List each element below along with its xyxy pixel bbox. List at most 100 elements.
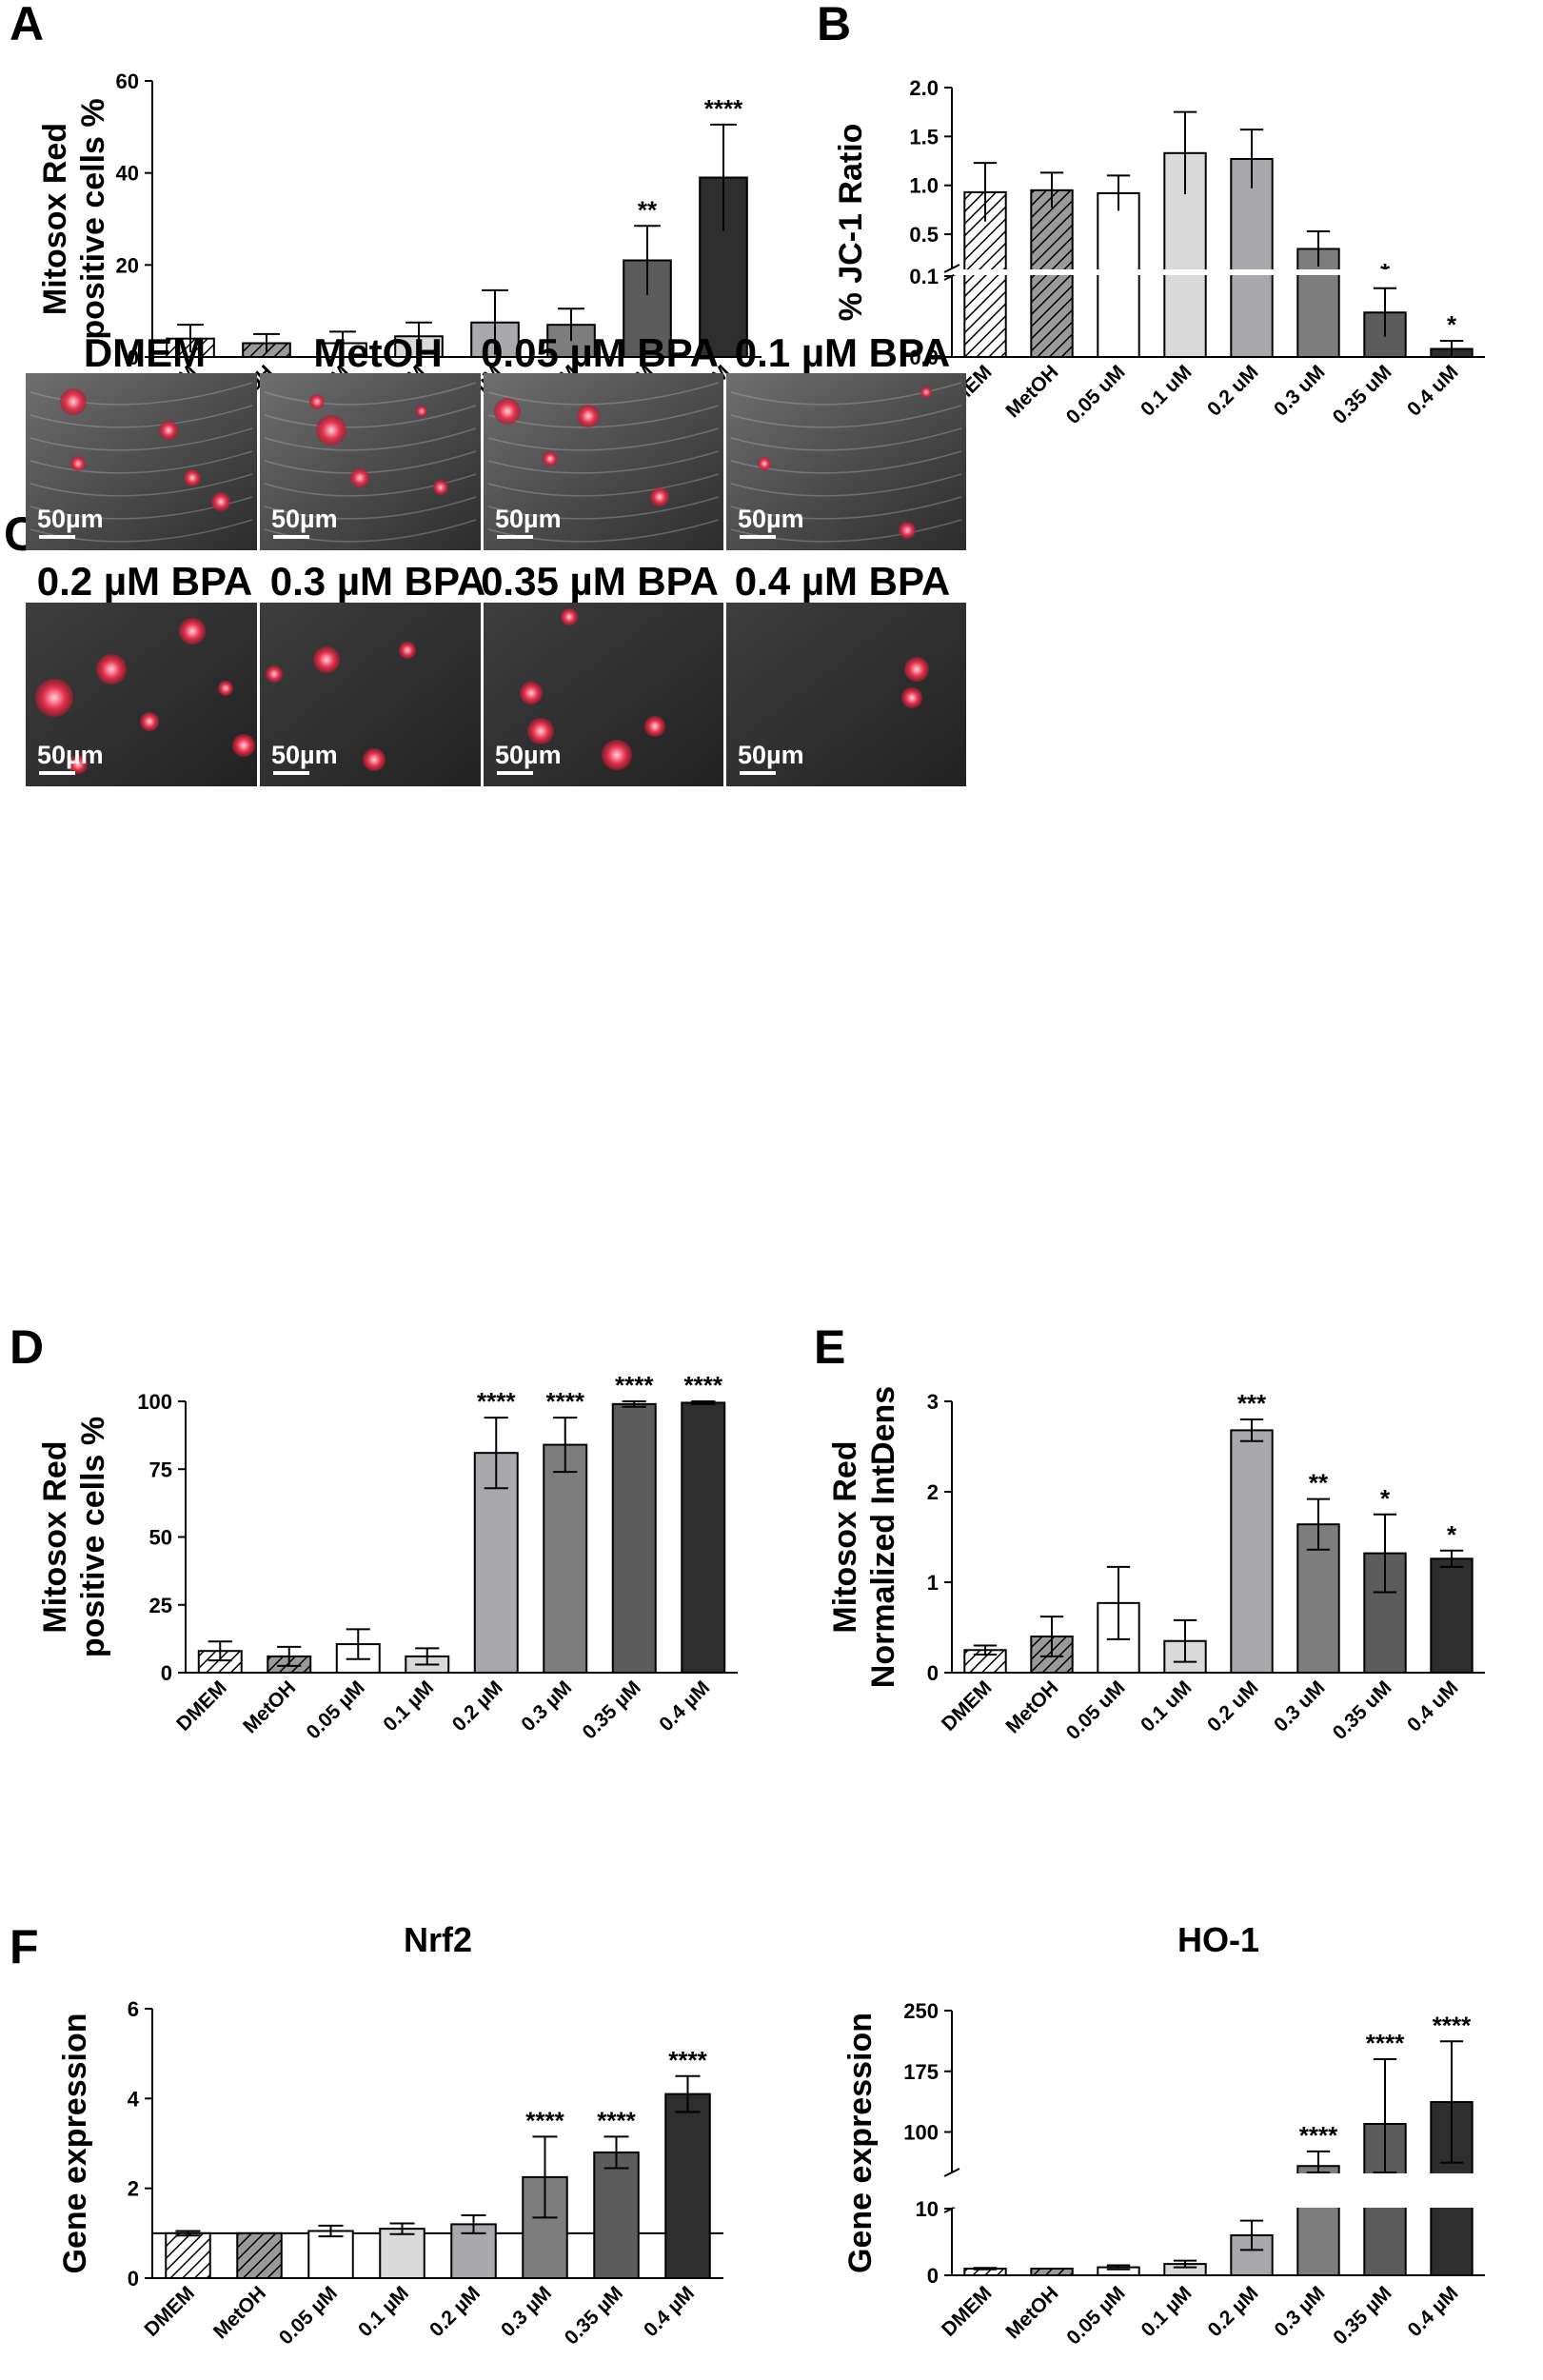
- scale-bar: [497, 771, 533, 775]
- scale-bar-label: 50µm: [271, 741, 338, 769]
- scale-bar-label: 50µm: [738, 741, 804, 769]
- y-tick-label: 1: [927, 1571, 939, 1595]
- x-tick-label: 0.3 µM: [1271, 2282, 1330, 2341]
- cell-fiber: [730, 473, 962, 497]
- micrograph-7: 0.35 µM BPA 50µm: [481, 559, 723, 786]
- y-tick-label: 0.0: [909, 346, 939, 369]
- panel-label-a: A: [10, 0, 44, 50]
- panel-label-e: E: [814, 1320, 845, 1374]
- cell-fiber: [30, 427, 253, 451]
- y-axis-title: Mitosox Redpositive cells %: [37, 1417, 111, 1657]
- cell-fiber: [264, 427, 477, 451]
- y-tick-label: 6: [128, 1997, 139, 2021]
- x-tick-label: 0.2 µM: [448, 1676, 507, 1735]
- bar: [165, 2231, 211, 2279]
- scale-bar: [39, 771, 75, 775]
- bar: [1430, 1557, 1474, 1675]
- micrograph-5: 0.2 µM BPA 50µm: [26, 559, 257, 786]
- bar: [473, 1452, 519, 1675]
- bar: [593, 2151, 640, 2280]
- y-axis-title: Mitosox RedNormalized IntDens: [827, 1386, 901, 1688]
- stained-cell: [543, 451, 558, 466]
- significance-label: ****: [1366, 2029, 1405, 2057]
- x-tick-label: DMEM: [938, 2282, 997, 2341]
- y-tick-label: 100: [137, 1390, 172, 1414]
- bar: [1230, 1429, 1274, 1675]
- micrograph-2: MetOH 50µm: [260, 330, 481, 550]
- y-tick-label: 10: [916, 2197, 939, 2221]
- stained-cell: [363, 748, 386, 771]
- y-tick-label: 100: [903, 2121, 939, 2145]
- y-tick-label: 60: [116, 69, 139, 93]
- x-tick-label: MetOH: [239, 1676, 300, 1737]
- y-tick-label: 40: [116, 162, 139, 186]
- scale-bar-label: 50µm: [495, 505, 562, 533]
- scale-bar-label: 50µm: [37, 741, 104, 769]
- cell-fiber: [730, 496, 962, 520]
- x-tick-label: 0.2 uM: [1203, 1676, 1262, 1735]
- stained-cell: [69, 755, 88, 774]
- x-tick-label: 0.4 µM: [1404, 2282, 1463, 2341]
- stained-cell: [561, 608, 578, 625]
- bar: [236, 2231, 283, 2279]
- x-tick-label: DMEM: [140, 2282, 199, 2341]
- cell-fiber: [730, 450, 962, 474]
- stained-cell: [218, 681, 233, 696]
- cell-fiber: [487, 427, 720, 451]
- scale-bar-label: 50µm: [738, 505, 804, 533]
- axis-break-mark: [943, 264, 960, 273]
- scale-bar: [39, 535, 75, 539]
- significance-label: *: [1380, 1484, 1391, 1513]
- x-tick-label: 0.2 uM: [1203, 361, 1262, 420]
- x-tick-label: MetOH: [1001, 1676, 1062, 1737]
- x-tick-label: DMEM: [172, 1676, 231, 1735]
- x-tick-label: 0.1 µM: [1137, 2282, 1197, 2341]
- cell-fiber: [487, 450, 720, 474]
- x-tick-label: 0.35 µM: [579, 1676, 645, 1743]
- cell-fiber: [264, 496, 477, 520]
- stained-cell: [313, 646, 340, 673]
- scale-bar-label: 50µm: [37, 505, 104, 533]
- micrograph-background: [260, 373, 481, 550]
- significance-label: **: [1309, 1469, 1329, 1497]
- cell-fiber: [264, 382, 477, 406]
- x-tick-label: 0.4 µM: [640, 2282, 699, 2341]
- micrograph-title: DMEM: [84, 330, 206, 375]
- y-tick-label: 0.1: [909, 265, 939, 288]
- stained-cell: [399, 642, 416, 659]
- micrograph-title: 0.1 µM BPA: [735, 330, 950, 375]
- significance-label: *: [1447, 1520, 1457, 1549]
- y-axis-title: % JC-1 Ratio: [833, 124, 869, 322]
- cell-fiber: [30, 405, 253, 428]
- scale-bar: [273, 771, 309, 775]
- significance-label: ****: [477, 1387, 516, 1416]
- stained-cell: [758, 457, 771, 470]
- y-tick-label: 2: [128, 2177, 139, 2201]
- x-tick-label: 0.1 µM: [379, 1676, 438, 1735]
- micrograph-title: 0.4 µM BPA: [735, 559, 950, 604]
- y-tick-label: 50: [149, 1526, 172, 1550]
- cell-fiber: [264, 405, 477, 428]
- significance-label: ****: [1299, 2121, 1338, 2150]
- cell-fiber: [487, 382, 720, 406]
- y-tick-label: 25: [149, 1594, 172, 1617]
- x-tick-label: DMEM: [938, 1676, 997, 1735]
- x-tick-label: MetOH: [209, 2282, 270, 2343]
- stained-cell: [316, 415, 346, 446]
- y-tick-label: 2: [927, 1480, 939, 1504]
- significance-label: ****: [1433, 2011, 1472, 2039]
- x-tick-label: 0.4 uM: [1403, 361, 1462, 420]
- micrograph-8: 0.4 µM BPA 50µm: [726, 559, 966, 786]
- significance-label: ****: [668, 2046, 707, 2074]
- micrograph-title: MetOH: [313, 330, 442, 375]
- cell-fiber: [730, 427, 962, 451]
- stained-cell: [527, 718, 554, 744]
- significance-label: ****: [525, 2106, 564, 2134]
- axis-break-gap: [954, 269, 1487, 275]
- x-tick-label: 0.05 µM: [275, 2282, 342, 2349]
- stained-cell: [140, 712, 159, 731]
- scale-bar: [497, 535, 533, 539]
- cell-fiber: [487, 473, 720, 497]
